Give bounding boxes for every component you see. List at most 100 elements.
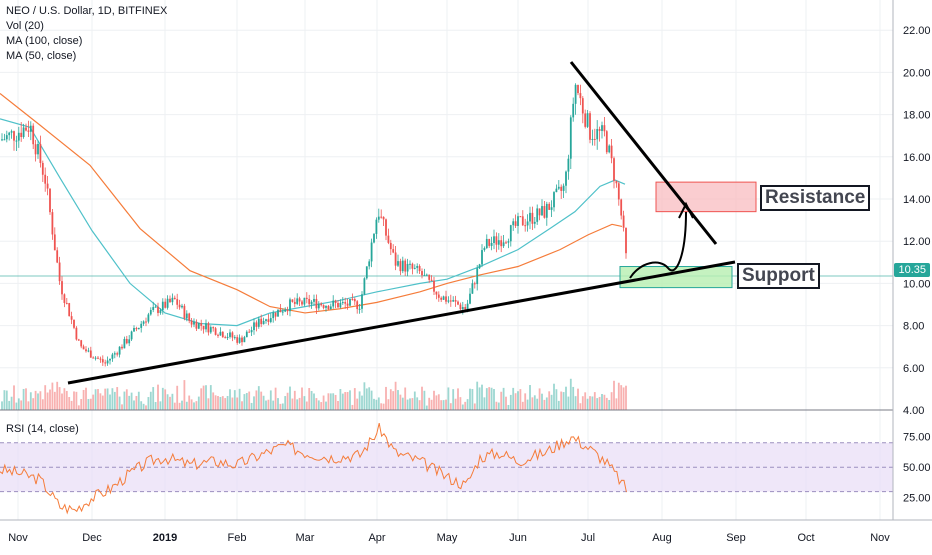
volume-bar <box>567 396 570 410</box>
volume-bar <box>145 405 147 410</box>
candle-body <box>596 129 599 140</box>
volume-bar <box>476 381 479 410</box>
x-tick-label: Apr <box>368 532 385 544</box>
volume-bar <box>531 397 534 410</box>
volume-bar <box>339 389 342 410</box>
candle-body <box>128 339 131 344</box>
candle-body <box>572 103 575 118</box>
candle-body <box>526 221 529 226</box>
volume-bar <box>87 398 90 410</box>
volume-bar <box>250 402 253 410</box>
candle-body <box>178 304 181 308</box>
volume-bar <box>32 398 35 410</box>
volume-bar <box>317 400 320 410</box>
volume-bar <box>406 399 409 410</box>
volume-bar <box>536 398 539 410</box>
candle-body <box>272 312 275 319</box>
volume-bar <box>428 397 431 410</box>
candle-body <box>293 301 296 304</box>
volume-bar <box>147 397 150 410</box>
volume-bar <box>20 400 23 410</box>
grid <box>0 0 893 520</box>
rsi-legend: RSI (14, close) <box>6 423 79 435</box>
volume-bar <box>377 397 380 410</box>
candle-body <box>289 299 291 312</box>
volume-bar <box>56 381 59 410</box>
candle-body <box>3 139 6 141</box>
candle-body <box>61 281 63 295</box>
candle-body <box>620 199 623 216</box>
volume-bar <box>229 389 231 410</box>
legend-vol: Vol (20) <box>6 20 44 32</box>
volume-bar <box>85 387 87 410</box>
volume-bar <box>581 396 584 410</box>
volume-bar <box>58 387 61 410</box>
volume-bar <box>601 393 603 410</box>
candle-body <box>457 301 459 305</box>
candle-body <box>536 208 539 222</box>
volume-bar <box>284 396 287 410</box>
volume-bar <box>243 394 246 410</box>
volume-bar <box>135 395 138 410</box>
y-tick-label: 20.00 <box>903 67 931 79</box>
candle-body <box>413 267 416 269</box>
candle-body <box>183 305 186 319</box>
candle-body <box>533 221 536 224</box>
volume-bar <box>440 400 443 410</box>
volume-bar <box>39 391 42 410</box>
candle-body <box>565 171 567 186</box>
candle-body <box>373 233 375 243</box>
volume-bar <box>149 391 152 410</box>
candle-body <box>320 303 323 306</box>
candle-body <box>236 337 239 343</box>
volume-bar <box>130 392 133 410</box>
candle-body <box>8 132 11 136</box>
volume-bar <box>548 391 551 410</box>
candle-body <box>195 321 198 329</box>
volume-bar <box>63 388 66 410</box>
candle-body <box>111 354 114 359</box>
y-tick-label: 22.00 <box>903 25 931 37</box>
volume-bar <box>193 402 195 410</box>
candle-body <box>104 362 107 364</box>
volume-bar <box>385 386 387 410</box>
volume-bar <box>521 401 524 410</box>
resistance-zone <box>655 181 757 213</box>
volume-bar <box>13 385 15 410</box>
candle-body <box>610 145 613 159</box>
volume-bar <box>291 398 294 410</box>
candle-body <box>5 135 8 140</box>
candle-body <box>562 185 565 191</box>
volume-bar <box>164 389 167 410</box>
candle-body <box>416 265 419 268</box>
volume-bar <box>123 391 126 410</box>
candle-body <box>257 318 260 327</box>
volume-bars <box>1 378 627 410</box>
y-tick-label: 4.00 <box>903 405 924 417</box>
candle-body <box>361 294 363 309</box>
volume-bar <box>507 404 510 410</box>
x-tick-label: Jun <box>509 532 527 544</box>
candle-body <box>169 298 171 303</box>
legend-ma50: MA (50, close) <box>6 50 77 62</box>
projection-arrow <box>629 211 687 279</box>
candle-body <box>353 299 356 302</box>
candle-body <box>248 331 251 333</box>
volume-bar <box>277 398 279 410</box>
volume-bar <box>557 400 560 410</box>
volume-bar <box>500 391 503 410</box>
volume-bar <box>610 392 613 410</box>
volume-bar <box>622 387 625 410</box>
candle-body <box>493 236 495 243</box>
candle-body <box>541 206 543 216</box>
candle-body <box>39 143 42 163</box>
volume-bar <box>231 397 234 410</box>
volume-bar <box>137 391 140 410</box>
candle-body <box>502 242 505 247</box>
volume-bar <box>121 404 123 410</box>
candle-body <box>159 310 162 313</box>
volume-bar <box>221 396 224 410</box>
candle-body <box>423 274 426 276</box>
